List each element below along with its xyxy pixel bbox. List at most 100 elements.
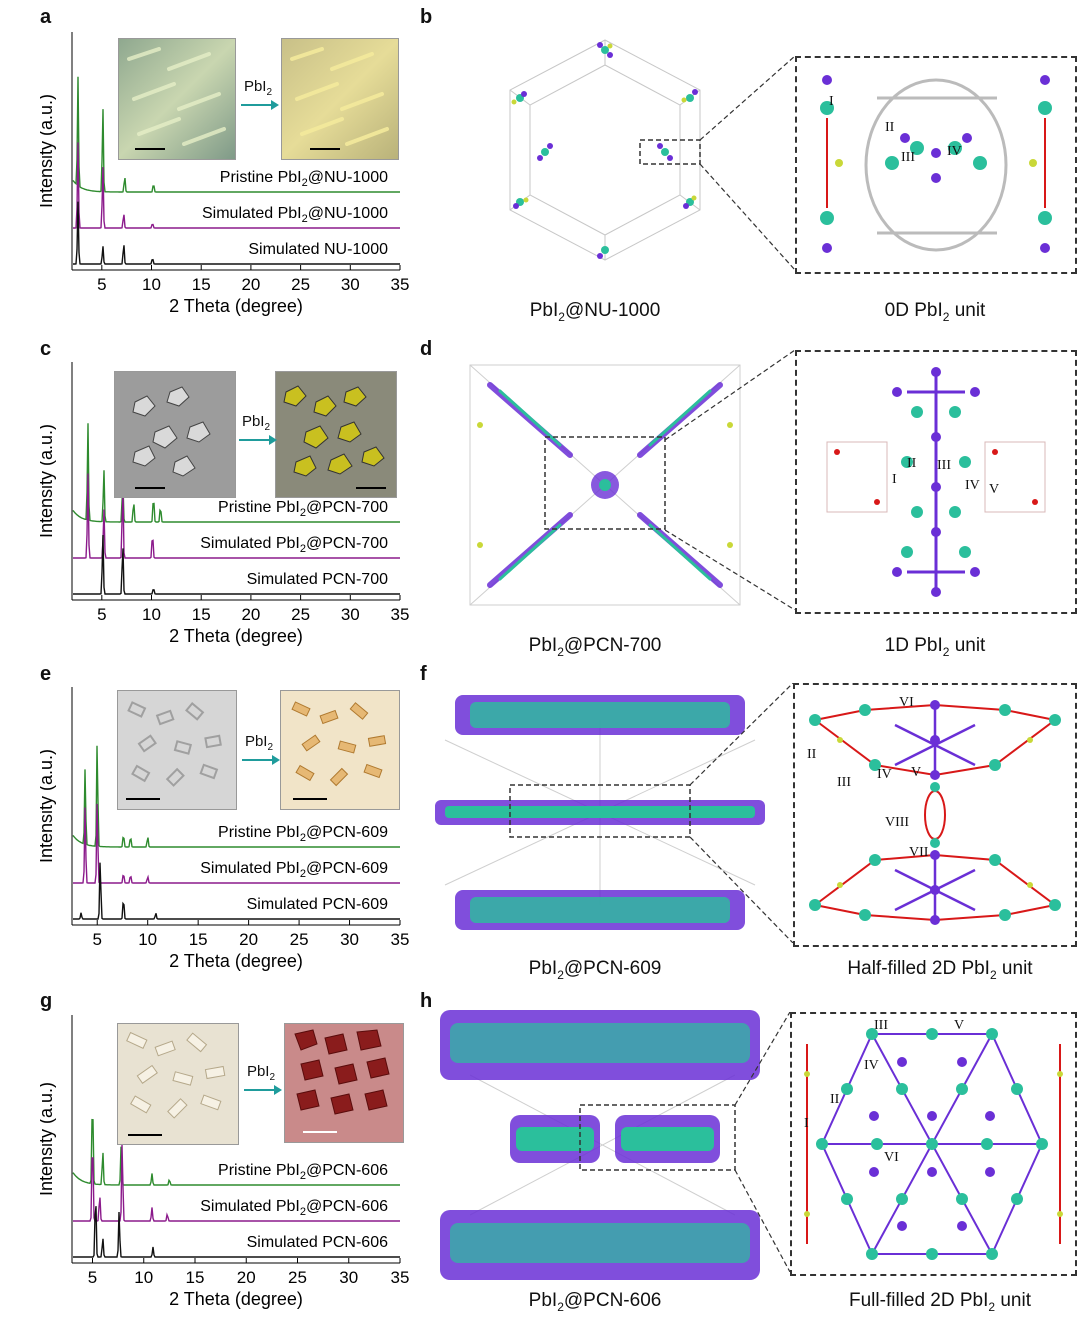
arrow-label: PbI <box>243 78 267 95</box>
caption-tail: @PCN-606 <box>563 1290 662 1311</box>
site-label: V <box>954 1018 965 1033</box>
caption-f: PbI2@PCN-609 <box>470 958 720 982</box>
series-label: Pristine PbI2@PCN-609 <box>218 824 388 844</box>
site-label: I <box>829 94 834 109</box>
panel-letter-d: d <box>420 338 433 360</box>
x-tick-label: 10 <box>142 605 161 624</box>
x-tick-label: 25 <box>291 275 310 294</box>
series-line <box>73 142 400 229</box>
series-label-tail: @PCN-700 <box>306 535 388 552</box>
x-axis-label: 2 Theta (degree) <box>169 626 303 646</box>
site-label: I <box>804 1116 809 1131</box>
series-label: Simulated PCN-609 <box>247 896 389 913</box>
x-tick-label: 15 <box>192 275 211 294</box>
x-tick-label: 20 <box>241 275 260 294</box>
series-label: Simulated PCN-606 <box>247 1234 389 1251</box>
x-tick-label: 25 <box>291 605 310 624</box>
caption-text: 0D PbI <box>884 300 943 321</box>
series-label: Simulated PbI2@PCN-700 <box>200 535 388 555</box>
site-label: II <box>830 1092 840 1107</box>
series-label-main: Pristine PbI <box>218 499 300 516</box>
series-line <box>73 534 400 595</box>
series-label-sub: 2 <box>300 543 306 555</box>
panel-letter-a: a <box>40 6 52 28</box>
site-label: IV <box>965 478 980 493</box>
arrow-label-sub: 2 <box>264 422 271 433</box>
site-label: VI <box>899 695 914 710</box>
x-tick-label: 20 <box>239 930 258 949</box>
crystal-photo-before-c <box>114 371 236 498</box>
caption-sub: 2 <box>558 309 565 324</box>
series-label: Pristine PbI2@PCN-606 <box>218 1162 388 1182</box>
x-tick-label: 35 <box>391 930 410 949</box>
series-label-main: Simulated PCN-606 <box>247 1234 389 1251</box>
x-tick-label: 15 <box>192 605 211 624</box>
series-label-main: Simulated PbI <box>202 205 302 222</box>
arrow-label-sub: 2 <box>267 742 274 753</box>
arrow-label: PbI <box>241 413 265 430</box>
site-label: VI <box>884 1150 899 1165</box>
panel-letter-f: f <box>420 663 427 685</box>
panel-letter-b: b <box>420 6 433 28</box>
zoom-connector-h <box>735 1012 790 1272</box>
series-label: Simulated PbI2@PCN-609 <box>200 860 388 880</box>
series-label-main: Pristine PbI <box>220 169 302 186</box>
reaction-arrow-g: PbI2 <box>240 1063 282 1103</box>
series-line <box>73 473 400 559</box>
caption-text: 1D PbI <box>884 635 943 656</box>
series-label-main: Pristine PbI <box>218 824 300 841</box>
site-label: II <box>907 456 917 471</box>
series-line <box>72 76 400 193</box>
x-tick-label: 20 <box>237 1268 256 1287</box>
caption-text: PbI <box>529 300 559 321</box>
x-tick-label: 30 <box>341 275 360 294</box>
site-label: III <box>901 150 915 165</box>
series-line <box>72 745 400 848</box>
series-line <box>72 1118 400 1186</box>
zoom-box-d: I II III IV V <box>795 350 1077 614</box>
structure-pbi2-pcn609 <box>425 680 775 945</box>
series-label-main: Simulated NU-1000 <box>248 241 388 258</box>
crystal-photo-before-e <box>117 690 237 810</box>
site-label: IV <box>877 767 892 782</box>
crystal-photo-after-g <box>284 1023 404 1143</box>
series-label-sub: 2 <box>302 213 308 225</box>
xrd-plot-e: 5 10 15 20 25 30 35 2 Theta (degree) Intensity (… <box>40 677 410 971</box>
crystal-photo-before-g <box>117 1023 239 1145</box>
site-label: III <box>874 1018 888 1033</box>
x-tick-label: 35 <box>391 275 410 294</box>
caption-sub: 2 <box>942 644 950 659</box>
arrow-label-sub: 2 <box>266 87 273 98</box>
structure-pbi2-pcn606 <box>430 1005 775 1280</box>
site-label: IV <box>864 1058 879 1073</box>
series-line <box>73 1144 400 1222</box>
arrow-label-sub: 2 <box>269 1072 276 1083</box>
caption-sub: 2 <box>557 644 564 659</box>
series-label-tail: @NU-1000 <box>308 205 388 222</box>
series-label-tail: @PCN-700 <box>306 499 388 516</box>
x-tick-label: 15 <box>186 1268 205 1287</box>
x-tick-label: 5 <box>92 930 101 949</box>
crystal-photo-before-a <box>118 38 236 160</box>
x-tick-label: 25 <box>290 930 309 949</box>
unit-caption-d: 1D PbI2 unit <box>810 635 1060 659</box>
zoom-box-f: VI II III IV V VIII VII <box>793 683 1077 947</box>
series-line <box>72 423 400 523</box>
crystal-photo-after-a <box>281 38 399 160</box>
site-label: V <box>911 765 922 780</box>
y-axis-label: Intensity (a.u.) <box>40 749 56 863</box>
xrd-plot-svg-c: 5 10 15 20 25 30 35 2 Theta (degree) Intensity (… <box>40 362 410 646</box>
series-label-tail: @PCN-606 <box>306 1162 388 1179</box>
caption-tail: unit <box>995 1290 1031 1311</box>
reaction-arrow-c: PbI2 <box>235 413 277 453</box>
reaction-arrow-a: PbI2 <box>237 78 279 118</box>
caption-text: Full-filled 2D PbI <box>849 1290 989 1311</box>
series-line <box>73 803 400 884</box>
reaction-arrow-e: PbI2 <box>238 733 280 773</box>
x-tick-label: 35 <box>391 605 410 624</box>
unit-caption-f: Half-filled 2D PbI2 unit <box>800 958 1080 982</box>
caption-sub: 2 <box>942 309 950 324</box>
series-label: Simulated PbI2@NU-1000 <box>202 205 388 225</box>
xrd-plot-svg-g: 5 10 15 20 25 30 35 2 Theta (degree) Intensity (… <box>40 1015 409 1309</box>
x-tick-label: 15 <box>189 930 208 949</box>
